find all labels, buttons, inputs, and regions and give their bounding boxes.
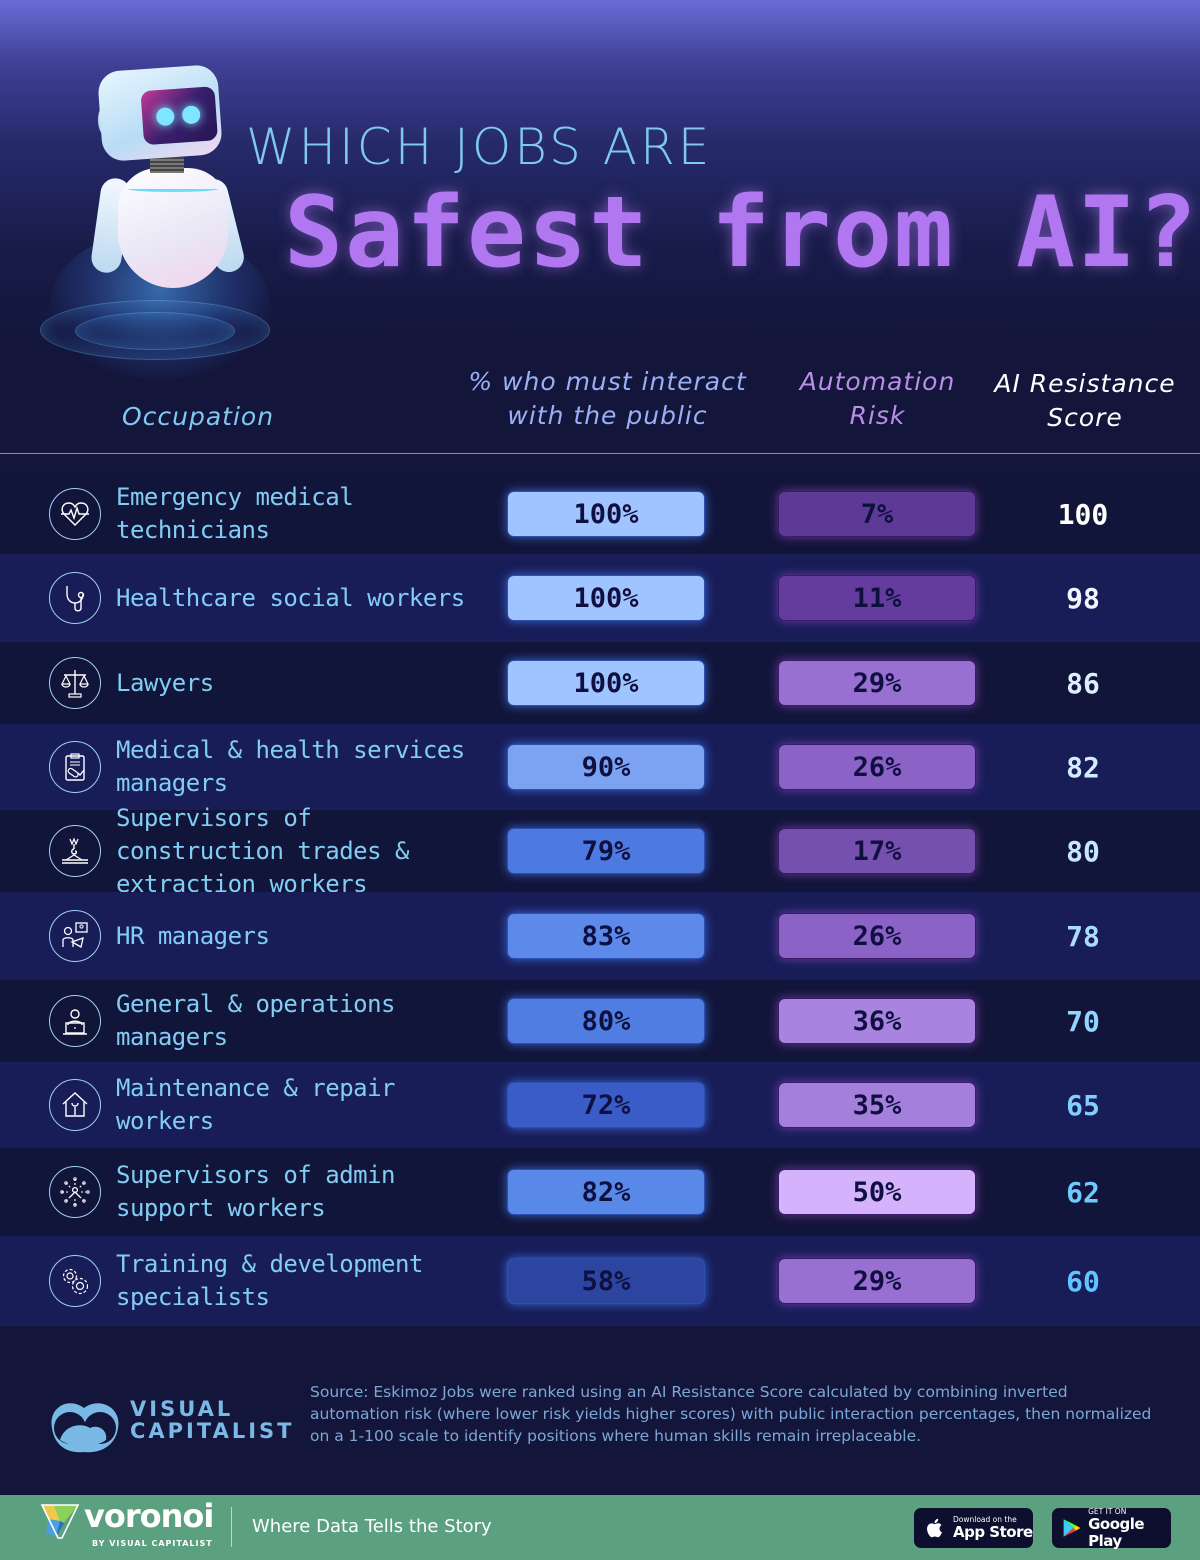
occupation-name: Lawyers [116,668,214,697]
occupation-icon-badge [49,910,101,962]
voronoi-wordmark: voronoi [84,1497,214,1535]
app-store-small-label: Download on the [953,1515,1017,1524]
automation-risk-pill: 50% [778,1169,976,1215]
voronoi-logo-icon [40,1504,80,1539]
public-interaction-pill: 80% [507,998,705,1044]
ai-resistance-score: 80 [1066,834,1100,868]
gears-icon [62,1268,89,1295]
occupation-name: General & operations managers [116,990,395,1051]
table-row: Maintenance & repair workers 72% 35% 65 [0,1062,1200,1148]
google-play-small-label: GET IT ON [1088,1506,1127,1516]
occupation-name: Medical & health services managers [116,736,465,797]
table-row: Medical & health services managers 90% 26%… [0,724,1200,810]
public-interaction-pill: 100% [507,575,705,621]
public-interaction-pill: 82% [507,1169,705,1215]
automation-risk-pill: 11% [778,575,976,621]
automation-risk-pill: 26% [778,913,976,959]
crane-hook-icon [62,837,88,864]
automation-risk-pill: 35% [778,1082,976,1128]
occupation-icon-badge [49,572,101,624]
public-interaction-pill: 100% [507,660,705,706]
app-store-label: App Store [953,1523,1033,1541]
hero-banner: WHICH JOBS ARE Safest from AI? [0,0,1200,380]
table-row: General & operations managers 80% 36% 70 [0,980,1200,1062]
tagline: Where Data Tells the Story [252,1516,492,1537]
public-interaction-pill: 58% [507,1258,705,1304]
occupation-icon-badge [49,995,101,1047]
ai-resistance-score: 98 [1066,581,1100,615]
ai-resistance-score: 86 [1066,666,1100,700]
occupation-icon-badge [49,825,101,877]
occupation-icon-badge [49,488,101,540]
occupation-icon-badge [49,1255,101,1307]
ai-resistance-score: 60 [1066,1264,1100,1298]
column-header-automation-risk: Automation Risk [799,367,956,430]
public-interaction-pill: 72% [507,1082,705,1128]
visual-capitalist-logo: VISUAL CAPITALIST [46,1394,296,1454]
ai-resistance-score: 62 [1066,1175,1100,1209]
scales-of-justice-icon [61,670,89,698]
footer-bar: voronoi BY VISUAL CAPITALIST Where Data … [0,1495,1200,1560]
column-header-occupation: Occupation [121,402,275,431]
occupation-icon-badge [49,1079,101,1131]
table-row: Training & development specialists 58% 29%… [0,1236,1200,1326]
data-table: Emergency medical technicians 100% 7% 100 He… [0,474,1200,1326]
apple-icon [927,1518,942,1538]
public-interaction-pill: 79% [507,828,705,874]
voronoi-byline: BY VISUAL CAPITALIST [92,1539,213,1548]
public-interaction-pill: 100% [507,491,705,537]
table-row: Lawyers 100% 29% 86 [0,642,1200,724]
occupation-name: Training & development specialists [116,1250,423,1311]
stethoscope-icon [66,586,85,612]
hr-interview-icon [62,922,88,948]
automation-risk-pill: 36% [778,998,976,1044]
table-row: Supervisors of admin support workers 82% 5… [0,1148,1200,1236]
title-line-1: WHICH JOBS ARE [246,118,713,176]
automation-risk-pill: 29% [778,1258,976,1304]
google-play-icon [1063,1519,1081,1537]
robot-illustration [30,60,290,380]
table-row: HR managers 83% 26% 78 [0,892,1200,980]
header-divider [0,453,1200,454]
occupation-name: Supervisors of admin support workers [116,1161,395,1222]
table-row: Supervisors of construction trades & ext… [0,804,1200,898]
automation-risk-pill: 7% [778,491,976,537]
public-interaction-pill: 83% [507,913,705,959]
ai-resistance-score: 70 [1066,1004,1100,1038]
column-header-public-interaction: % who must interact with the public [468,367,747,430]
automation-risk-pill: 26% [778,744,976,790]
app-store-button[interactable]: Download on the App Store [914,1508,1033,1548]
clipboard-pill-icon [65,753,85,781]
column-header-ai-resistance-score: AI Resistance Score [994,369,1176,432]
heart-pulse-icon [61,502,89,526]
visual-capitalist-mark-icon [51,1403,119,1453]
house-wrench-icon [62,1092,88,1117]
footer-divider [231,1507,232,1547]
vc-line-2: CAPITALIST [130,1419,295,1443]
network-person-icon [60,1177,90,1207]
person-laptop-icon [63,1009,87,1035]
table-row: Emergency medical technicians 100% 7% 100 [0,474,1200,554]
occupation-icon-badge [49,741,101,793]
occupation-icon-badge [49,1166,101,1218]
ai-resistance-score: 100 [1057,497,1109,531]
automation-risk-pill: 17% [778,828,976,874]
vc-line-1: VISUAL [130,1397,234,1421]
automation-risk-pill: 29% [778,660,976,706]
google-play-label: Google Play [1088,1514,1145,1550]
occupation-name: Maintenance & repair workers [116,1074,395,1135]
public-interaction-pill: 90% [507,744,705,790]
occupation-name: Supervisors of construction trades & ext… [116,803,409,898]
occupation-icon-badge [49,657,101,709]
ai-resistance-score: 65 [1066,1088,1100,1122]
page-title: Safest from AI? [284,176,1200,290]
google-play-button[interactable]: GET IT ON Google Play [1052,1506,1171,1550]
ai-resistance-score: 82 [1066,750,1100,784]
occupation-name: HR managers [116,921,270,950]
table-row: Healthcare social workers 100% 11% 98 [0,554,1200,642]
source-note: Source: Eskimoz Jobs were ranked using a… [310,1383,1152,1445]
ai-resistance-score: 78 [1066,919,1100,953]
occupation-name: Emergency medical technicians [116,483,354,544]
occupation-name: Healthcare social workers [116,583,465,612]
